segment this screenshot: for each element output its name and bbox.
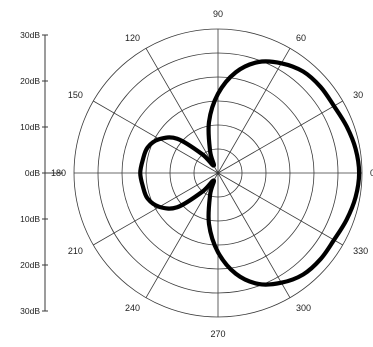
db-scale-label: 10dB xyxy=(20,214,40,224)
db-scale-label: 30dB xyxy=(20,30,40,40)
db-scale-label: 0dB xyxy=(25,168,40,178)
data-point xyxy=(201,190,204,193)
data-point xyxy=(333,105,335,107)
grid-spoke-120 xyxy=(145,48,219,174)
data-point xyxy=(158,206,161,208)
data-point xyxy=(345,218,348,221)
db-scale-label: 10dB xyxy=(20,122,40,132)
data-point xyxy=(139,172,142,174)
angle-tick-label: 90 xyxy=(213,9,223,19)
data-point xyxy=(146,197,149,200)
data-point xyxy=(257,61,260,63)
data-point xyxy=(208,121,210,123)
angle-tick-label: 180 xyxy=(51,168,66,178)
data-point xyxy=(319,86,322,88)
polar-grid-spokes xyxy=(74,29,362,317)
grid-spoke-240 xyxy=(145,172,219,298)
angle-tick-label: 300 xyxy=(296,303,311,313)
grid-spoke-30 xyxy=(217,100,343,174)
data-point xyxy=(201,153,204,156)
data-point xyxy=(212,179,215,182)
data-point xyxy=(257,283,260,285)
angle-tick-label: 120 xyxy=(125,33,140,43)
data-point xyxy=(217,251,219,253)
data-point xyxy=(302,273,304,276)
grid-spoke-300 xyxy=(217,172,291,298)
grid-spoke-150 xyxy=(93,100,219,174)
grid-spoke-330 xyxy=(217,172,343,246)
angle-tick-label: 150 xyxy=(68,90,83,100)
angle-tick-label: 240 xyxy=(125,303,140,313)
data-point xyxy=(176,206,178,209)
data-point xyxy=(212,164,215,167)
data-point xyxy=(176,137,178,140)
data-point xyxy=(234,272,237,275)
db-scale-label: 20dB xyxy=(20,76,40,86)
db-scale: 30dB 20dB 10dB 0dB 10dB 20dB 30dB xyxy=(20,30,63,316)
data-point xyxy=(217,93,219,95)
data-point xyxy=(280,62,283,65)
data-point xyxy=(146,146,149,149)
grid-spoke-60 xyxy=(217,48,291,174)
data-point xyxy=(234,71,237,74)
angle-tick-label: 0 xyxy=(370,168,373,178)
data-point xyxy=(358,172,360,174)
data-point xyxy=(302,70,304,73)
db-scale-label: 20dB xyxy=(20,260,40,270)
data-point xyxy=(345,125,348,128)
angle-tick-label: 330 xyxy=(353,246,368,256)
data-point xyxy=(319,258,322,260)
data-point xyxy=(142,158,144,161)
data-point xyxy=(354,196,357,199)
pattern-layer xyxy=(138,59,362,287)
data-point xyxy=(208,223,210,225)
angle-tick-label: 60 xyxy=(296,33,306,43)
data-point xyxy=(142,185,144,188)
data-point xyxy=(158,138,161,140)
angle-tick-label: 30 xyxy=(353,90,363,100)
angle-tick-label: 210 xyxy=(68,246,83,256)
data-point xyxy=(209,150,211,153)
data-point xyxy=(354,147,357,150)
angle-tick-label: 270 xyxy=(210,329,225,339)
db-scale-label: 30dB xyxy=(20,306,40,316)
data-point xyxy=(209,193,211,196)
data-point xyxy=(280,281,283,284)
data-point xyxy=(333,239,335,241)
grid-spoke-210 xyxy=(93,172,219,246)
